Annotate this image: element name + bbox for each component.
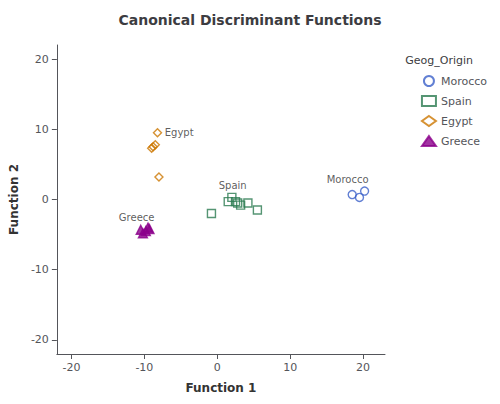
svg-text:Greece: Greece xyxy=(119,212,155,223)
svg-text:Function 1: Function 1 xyxy=(185,381,256,395)
svg-text:-20: -20 xyxy=(31,333,49,346)
svg-text:Morocco: Morocco xyxy=(327,174,369,185)
svg-text:20: 20 xyxy=(35,53,49,66)
svg-text:-10: -10 xyxy=(135,361,153,374)
svg-text:Function 2: Function 2 xyxy=(7,164,21,235)
svg-text:Morocco: Morocco xyxy=(441,75,487,88)
svg-text:Egypt: Egypt xyxy=(165,127,194,138)
svg-text:10: 10 xyxy=(35,123,49,136)
svg-text:0: 0 xyxy=(214,361,221,374)
svg-text:Egypt: Egypt xyxy=(441,115,473,128)
svg-text:Canonical Discriminant Functio: Canonical Discriminant Functions xyxy=(118,12,381,28)
svg-text:10: 10 xyxy=(283,361,297,374)
svg-text:Spain: Spain xyxy=(219,180,247,191)
svg-text:20: 20 xyxy=(356,361,370,374)
svg-text:0: 0 xyxy=(42,193,49,206)
svg-text:Greece: Greece xyxy=(441,135,480,148)
svg-text:-10: -10 xyxy=(31,263,49,276)
svg-text:Spain: Spain xyxy=(441,95,472,108)
svg-text:Geog_Origin: Geog_Origin xyxy=(405,54,473,67)
svg-text:-20: -20 xyxy=(62,361,80,374)
